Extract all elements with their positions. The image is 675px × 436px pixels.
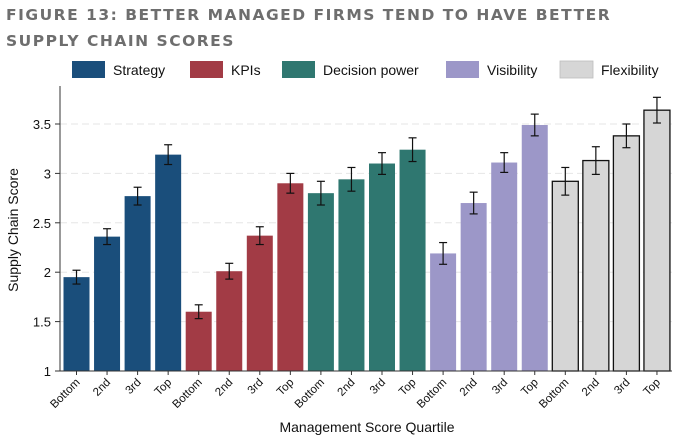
x-tick-label: Top (153, 377, 175, 399)
x-tick-label: Top (641, 377, 663, 399)
x-tick-label: 2nd (91, 377, 113, 399)
y-tick-label: 1 (44, 364, 51, 379)
x-tick-label: Bottom (171, 377, 205, 411)
y-axis-label: Supply Chain Score (5, 168, 21, 292)
bar (460, 203, 487, 371)
bar (277, 183, 304, 371)
x-axis-label: Management Score Quartile (279, 419, 454, 435)
x-tick-label: 3rd (123, 377, 143, 397)
x-tick-label: Bottom (293, 377, 327, 411)
bar (369, 163, 395, 371)
legend-label: KPIs (231, 62, 261, 78)
bar (124, 196, 151, 371)
x-tick-label: Top (397, 377, 419, 399)
x-tick-label: 2nd (580, 377, 602, 399)
bar (246, 235, 273, 371)
legend-label: Strategy (113, 62, 165, 78)
legend-label: Visibility (487, 62, 537, 78)
x-tick-label: 3rd (612, 377, 632, 397)
legend-label: Flexibility (601, 62, 659, 78)
y-tick-label: 3 (44, 166, 51, 181)
bar (582, 159, 610, 372)
x-tick-label: 2nd (336, 377, 358, 399)
legend-swatch (446, 61, 479, 78)
bar (307, 193, 334, 371)
bar (551, 180, 579, 372)
bar (216, 271, 243, 371)
y-tick-label: 2 (44, 265, 51, 280)
x-tick-label: Bottom (48, 377, 82, 411)
y-tick-label: 3.5 (33, 117, 51, 132)
bar (63, 277, 90, 371)
x-tick-label: Bottom (537, 377, 571, 411)
bar (430, 253, 457, 371)
x-tick-label: 3rd (246, 377, 266, 397)
legend-label: Decision power (323, 62, 419, 78)
x-tick-label: Top (275, 377, 297, 399)
bar (338, 179, 365, 371)
bar (185, 311, 212, 371)
bar (155, 154, 182, 371)
y-axis: 1 1.5 2 2.5 3 3.5 (33, 86, 61, 379)
bar (94, 236, 121, 371)
y-tick-label: 1.5 (33, 315, 51, 330)
bars (63, 109, 671, 372)
legend-swatch (190, 61, 223, 78)
error-bars (72, 96, 661, 320)
legend: Strategy KPIs Decision power Visibility Flex… (72, 60, 659, 79)
legend-swatch (72, 61, 105, 78)
bar (643, 109, 671, 372)
x-tick-label: 3rd (490, 377, 510, 397)
x-tick-label: Top (519, 377, 541, 399)
x-tick-label: Bottom (415, 377, 449, 411)
bar (521, 124, 548, 371)
bar (612, 135, 641, 372)
figure-title: FIGURE 13: BETTER MANAGED FIRMS TEND TO … (6, 6, 612, 50)
legend-swatch (282, 61, 315, 78)
x-tick-label: 3rd (368, 377, 388, 397)
legend-swatch (559, 60, 594, 79)
x-tick-label: 2nd (458, 377, 480, 399)
bar (399, 149, 426, 371)
x-tick-label: 2nd (213, 377, 235, 399)
y-tick-label: 2.5 (33, 216, 51, 231)
bar (491, 162, 518, 371)
gridlines (60, 123, 672, 323)
